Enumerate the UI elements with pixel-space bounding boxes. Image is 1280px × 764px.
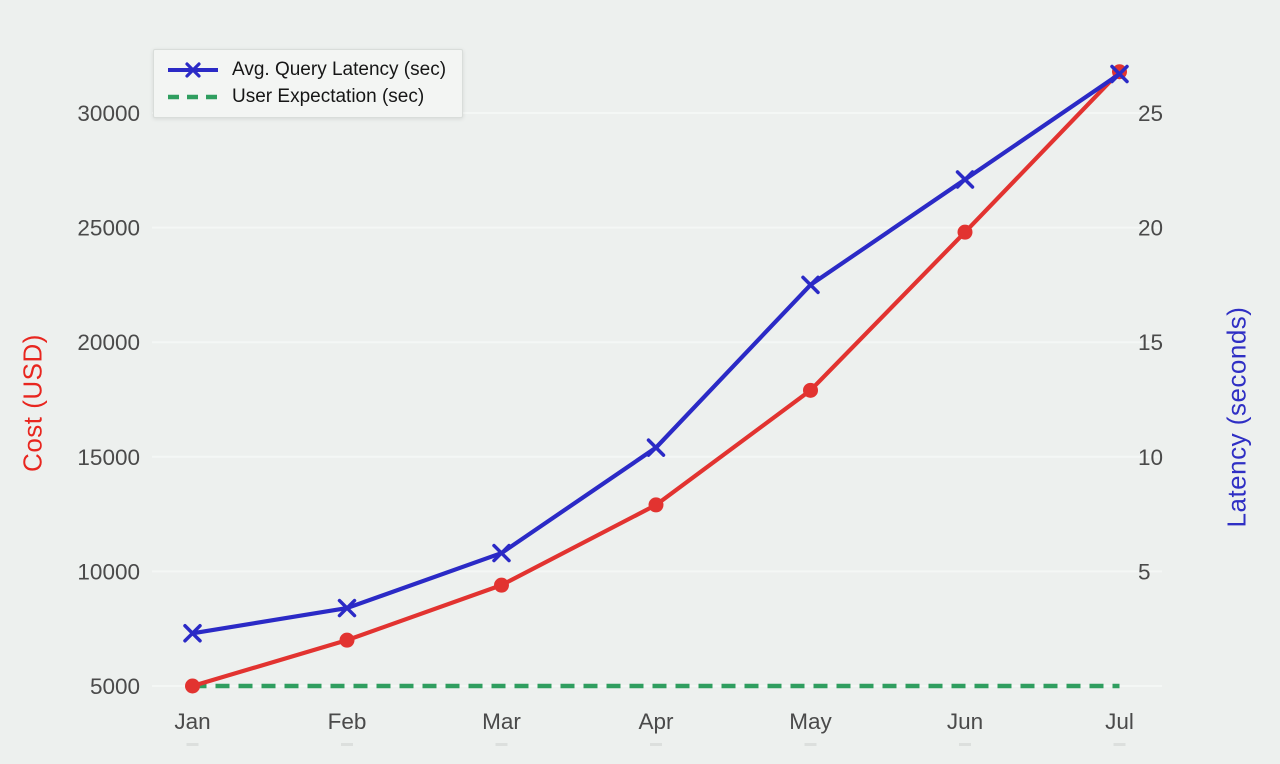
cost-point-marker — [957, 224, 973, 240]
latency-tick-label: 10 — [1138, 445, 1163, 470]
cost-tick-label: 25000 — [77, 216, 140, 241]
latency-point-marker — [183, 624, 202, 643]
latency-point-marker — [646, 438, 666, 457]
legend-label-user-expectation: User Expectation (sec) — [232, 86, 425, 107]
x-axis-subtick — [959, 743, 971, 746]
cost-line — [191, 70, 1122, 689]
legend-item-user-expectation: User Expectation (sec) — [166, 86, 446, 108]
legend: Avg. Query Latency (sec) User Expectatio… — [153, 49, 464, 118]
x-axis-subtick — [650, 743, 662, 746]
latency-point-marker — [801, 275, 820, 295]
x-axis-subtick — [804, 743, 817, 746]
latency-tick-label: 15 — [1138, 330, 1163, 355]
expectation-dashed-swatch-icon — [168, 94, 218, 100]
month-label: May — [789, 709, 832, 734]
latency-point-marker — [1110, 64, 1129, 84]
month-label: Mar — [482, 709, 521, 734]
month-label: Feb — [328, 709, 367, 734]
month-label: Jul — [1105, 709, 1134, 734]
latency-line-swatch-icon — [168, 62, 218, 78]
x-axis-subtick — [495, 743, 508, 746]
month-label: Jun — [947, 709, 983, 734]
cost-tick-label: 20000 — [77, 330, 140, 355]
latency-point-marker — [492, 543, 511, 563]
x-axis-subtick — [186, 743, 199, 746]
month-label: Jan — [174, 709, 210, 734]
cost-point-marker — [494, 577, 509, 593]
latency-tick-label: 5 — [1138, 559, 1151, 584]
cost-point-marker — [339, 632, 355, 648]
latency-point-marker — [955, 170, 975, 189]
cost-point-marker — [648, 497, 664, 513]
latency-tick-label: 25 — [1138, 101, 1163, 126]
cost-point-marker — [185, 678, 200, 694]
latency-line — [192, 72, 1121, 636]
legend-label-avg-query-latency: Avg. Query Latency (sec) — [232, 59, 447, 80]
legend-item-avg-query-latency: Avg. Query Latency (sec) — [166, 59, 446, 81]
x-axis-subtick — [1113, 743, 1126, 746]
latency-tick-label: 20 — [1138, 216, 1163, 241]
x-axis-subtick — [341, 743, 353, 746]
month-label: Apr — [638, 709, 674, 734]
latency-point-marker — [337, 598, 357, 618]
cost-tick-label: 30000 — [77, 101, 140, 126]
cost-tick-label: 15000 — [77, 445, 140, 470]
right-axis-title: Latency (seconds) — [1221, 306, 1252, 528]
cost-tick-label: 10000 — [77, 559, 140, 584]
cost-point-marker — [803, 382, 818, 398]
left-axis-title: Cost (USD) — [17, 334, 48, 472]
cost-tick-label: 5000 — [90, 674, 140, 699]
